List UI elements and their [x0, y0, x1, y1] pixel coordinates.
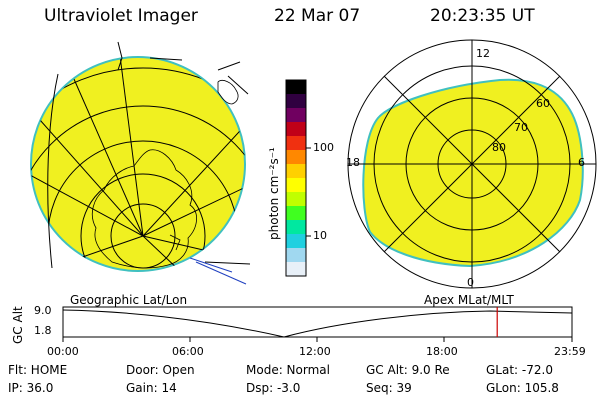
colorbar-segment — [286, 262, 306, 277]
lat-label-80: 80 — [492, 141, 506, 154]
colorbar-unit-label: photon cm⁻²s⁻¹ — [267, 147, 281, 240]
colorbar-frame — [285, 79, 307, 277]
colorbar-tick-100: 100 — [313, 141, 334, 154]
alt-xtick-1200: 12:00 — [299, 345, 331, 358]
geographic-image — [30, 41, 251, 285]
colorbar-segment — [286, 178, 306, 193]
projection-label-left: Geographic Lat/Lon — [70, 293, 188, 307]
mlt-label-6: 6 — [578, 156, 585, 169]
colorbar-ticks — [306, 147, 311, 237]
alt-xtick-0000: 00:00 — [47, 345, 79, 358]
alt-ytick-high: 9.0 — [34, 304, 52, 317]
status-gc-alt: GC Alt: 9.0 Re — [366, 363, 450, 377]
alt-xtick-2359: 23:59 — [554, 345, 586, 358]
date-label: 22 Mar 07 — [274, 6, 361, 26]
lat-label-60: 60 — [536, 97, 550, 110]
mlt-label-12: 12 — [476, 47, 490, 60]
colorbar-segment — [286, 108, 306, 123]
colorbar-segment — [286, 192, 306, 207]
colorbar — [285, 79, 307, 277]
alt-ytick-low: 1.8 — [34, 324, 52, 337]
colorbar-segment — [286, 234, 306, 249]
colorbar-tick-10: 10 — [313, 229, 327, 242]
altitude-plot — [62, 306, 573, 342]
status-seq: Seq: 39 — [366, 381, 412, 395]
status-ip: IP: 36.0 — [8, 381, 54, 395]
colorbar-segment — [286, 206, 306, 221]
time-label: 20:23:35 UT — [430, 6, 535, 26]
status-gain: Gain: 14 — [126, 381, 177, 395]
status-mode: Mode: Normal — [246, 363, 330, 377]
status-glon: GLon: 105.8 — [486, 381, 559, 395]
mlt-label-18: 18 — [346, 156, 360, 169]
status-dsp: Dsp: -3.0 — [246, 381, 301, 395]
colorbar-segment — [286, 122, 306, 137]
colorbar-segment — [286, 80, 306, 95]
projection-label-right: Apex MLat/MLT — [424, 293, 514, 307]
altitude-axis-title: GC Alt — [11, 306, 25, 344]
colorbar-segment — [286, 164, 306, 179]
uv-image-disk — [30, 56, 246, 272]
mlt-label-0: 0 — [467, 276, 474, 289]
polar-plot — [347, 39, 597, 289]
status-door: Door: Open — [126, 363, 195, 377]
colorbar-segment — [286, 136, 306, 151]
lat-label-70: 70 — [514, 121, 528, 134]
colorbar-segment — [286, 150, 306, 165]
status-glat: GLat: -72.0 — [486, 363, 553, 377]
colorbar-segment — [286, 220, 306, 235]
altitude-curve — [62, 309, 573, 338]
alt-xtick-1800: 18:00 — [426, 345, 458, 358]
colorbar-segment — [286, 94, 306, 109]
instrument-title: Ultraviolet Imager — [44, 6, 198, 26]
colorbar-segment — [286, 248, 306, 263]
status-filter: Flt: HOME — [8, 363, 68, 377]
alt-xtick-0600: 06:00 — [172, 345, 204, 358]
